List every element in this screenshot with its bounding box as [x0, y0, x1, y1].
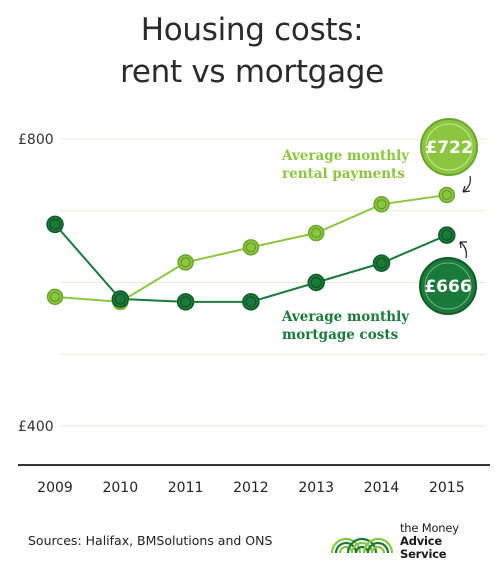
data-point: [46, 288, 64, 306]
source-note: Sources: Halifax, BMSolutions and ONS: [28, 533, 273, 548]
data-point: [242, 239, 260, 256]
data-point-ring: [49, 218, 61, 230]
data-point-ring: [441, 189, 452, 200]
rent-pointer-arrow: [462, 175, 471, 193]
rent-badge-value: £722: [425, 138, 472, 158]
series-rent: [46, 186, 456, 311]
data-point-ring: [245, 242, 256, 253]
data-point: [307, 224, 325, 242]
data-point: [176, 293, 195, 311]
rent-series-label-line-2: rental payments: [282, 166, 405, 182]
logo-text: the Money Advice Service: [400, 522, 490, 561]
rent-badge-circle: [420, 118, 478, 176]
mortgage-badge-value: £666: [424, 277, 471, 297]
data-point-ring: [311, 227, 322, 238]
y-tick-label: £400: [18, 419, 54, 435]
rent-badge-ring: [425, 123, 473, 171]
data-point-ring: [114, 293, 126, 305]
rent-series-label-line-1: Average monthly: [281, 148, 410, 164]
data-point: [46, 215, 64, 234]
data-point: [111, 290, 130, 308]
x-tick-label: 2010: [102, 480, 138, 496]
data-point-ring: [376, 257, 387, 269]
chart-title-line-1: Housing costs:: [140, 12, 364, 48]
data-point-ring: [245, 296, 257, 308]
series-mortgage: [46, 215, 456, 311]
data-point: [372, 254, 391, 272]
mortgage-series-label-line-2: mortgage costs: [282, 327, 399, 343]
data-point-ring: [180, 296, 192, 308]
mortgage-badge-circle: [419, 257, 477, 315]
y-tick-label: £800: [18, 132, 54, 148]
data-point: [177, 254, 194, 271]
data-point: [438, 226, 456, 244]
data-point: [242, 293, 260, 311]
mortgage-pointer-arrow: [459, 241, 467, 259]
x-tick-label: 2011: [168, 480, 204, 496]
data-point: [438, 186, 456, 204]
x-tick-label: 2009: [37, 480, 73, 496]
rent-pointer-arrowhead: [462, 185, 471, 193]
mortgage-series-label-line-1: Average monthly: [281, 309, 410, 325]
money-advice-service-logo: the Money Advice Service: [330, 521, 490, 561]
mortgage-badge-ring: [424, 262, 472, 310]
logo-text-line-1: the Money: [400, 521, 459, 535]
logo-arcs-icon: [330, 537, 394, 554]
data-point-ring: [441, 229, 453, 241]
data-point-ring: [376, 199, 387, 210]
x-tick-label: 2015: [429, 480, 465, 496]
logo-text-line-2: Advice Service: [400, 534, 447, 561]
data-point-ring: [180, 257, 191, 268]
x-tick-label: 2012: [233, 480, 269, 496]
x-tick-label: 2013: [298, 480, 334, 496]
data-point-ring: [310, 277, 322, 288]
chart-title-line-2: rent vs mortgage: [120, 54, 384, 90]
data-point: [373, 196, 390, 213]
x-tick-label: 2014: [364, 480, 400, 496]
data-point-ring: [50, 291, 60, 302]
data-point: [307, 273, 325, 292]
mortgage-pointer-arrowhead: [459, 241, 467, 249]
